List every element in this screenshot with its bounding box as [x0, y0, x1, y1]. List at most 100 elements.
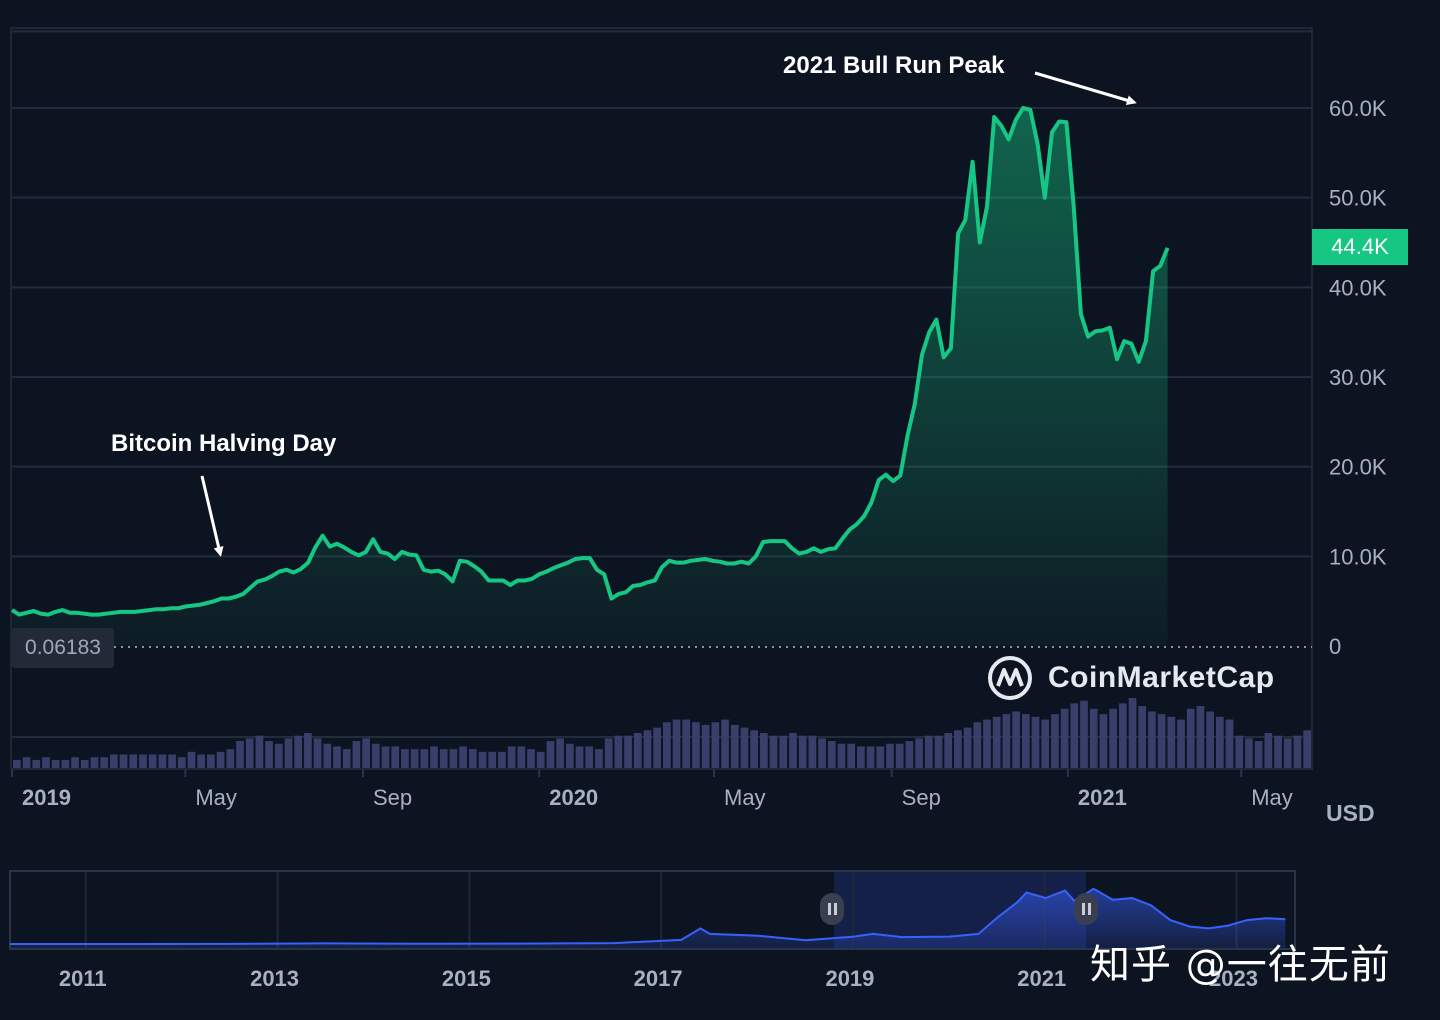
volume-bar	[362, 738, 370, 768]
volume-bar	[71, 757, 79, 768]
volume-bar	[13, 759, 21, 768]
navigator-tick-label: 2011	[59, 966, 107, 991]
coinmarketcap-icon	[988, 656, 1032, 700]
volume-bar	[1225, 719, 1234, 768]
navigator-tick-label: 2019	[825, 966, 874, 991]
volume-bar	[633, 733, 642, 768]
volume-bar	[459, 746, 467, 768]
peak-arrow	[1034, 71, 1137, 106]
x-tick-label: Sep	[902, 785, 941, 810]
currency-unit-label: USD	[1326, 800, 1375, 826]
volume-bar	[119, 754, 128, 768]
volume-bar	[963, 727, 972, 768]
volume-bar	[488, 751, 497, 768]
volume-bar	[721, 719, 729, 768]
volume-bar	[439, 749, 448, 768]
volume-bar	[779, 735, 788, 768]
navigator-right-handle[interactable]	[1074, 893, 1098, 925]
halving-annotation: Bitcoin Halving Day	[111, 430, 337, 457]
volume-bar	[110, 754, 118, 768]
volume-bar	[701, 724, 710, 768]
coinmarketcap-logo: CoinMarketCap	[986, 654, 1275, 702]
price-area-fill	[12, 108, 1168, 646]
volume-bar	[255, 735, 264, 768]
x-axis: 2019 May Sep 2020 May Sep 2021 May	[11, 769, 1293, 810]
y-tick-label: 30.0K	[1329, 365, 1387, 390]
volume-bar	[682, 719, 691, 768]
volume-bar	[837, 743, 846, 768]
volume-bar	[1021, 714, 1030, 768]
y-tick-label: 50.0K	[1329, 186, 1387, 211]
price-line	[10, 106, 1170, 617]
volume-bar	[284, 738, 293, 768]
volume-bar	[808, 735, 817, 768]
volume-bar	[983, 719, 991, 768]
x-tick-label: 2021	[1078, 785, 1127, 810]
volume-bar	[992, 716, 1001, 768]
volume-bar	[216, 751, 225, 768]
y-tick-label: 10.0K	[1329, 544, 1387, 569]
navigator-left-handle[interactable]	[820, 893, 844, 925]
volume-bar	[177, 757, 186, 768]
volume-bar	[342, 749, 351, 768]
volume-bar	[915, 738, 923, 768]
volume-bar	[100, 757, 109, 768]
volume-bar	[857, 746, 865, 768]
volume-bar	[1293, 735, 1302, 768]
volume-bar	[139, 754, 147, 768]
volume-bar	[1089, 708, 1098, 768]
y-tick-label: 20.0K	[1329, 455, 1387, 480]
volume-bar	[371, 743, 380, 768]
volume-bar	[934, 735, 943, 768]
volume-bar	[1196, 706, 1205, 768]
navigator-area-fill	[10, 888, 1286, 948]
volume-bar	[1215, 716, 1224, 768]
volume-bar	[575, 746, 584, 768]
volume-bar	[90, 757, 99, 768]
volume-bar	[1128, 698, 1137, 768]
volume-bar	[498, 751, 506, 768]
volume-bar	[944, 733, 953, 768]
volume-bar	[410, 749, 419, 768]
volume-bar	[556, 738, 564, 768]
halving-arrow	[200, 475, 224, 557]
volume-bar	[294, 735, 303, 768]
volume-bar	[197, 754, 206, 768]
volume-bar	[711, 722, 720, 768]
volume-bar	[304, 733, 312, 768]
volume-bar	[895, 743, 904, 768]
volume-bar	[536, 751, 545, 768]
volume-bar	[401, 749, 409, 768]
volume-bar	[1118, 703, 1127, 768]
volume-bar	[1283, 738, 1292, 768]
x-tick-label: May	[1251, 785, 1293, 810]
volume-bar	[1012, 711, 1020, 768]
volume-bar	[1070, 703, 1079, 768]
volume-bar	[468, 749, 477, 768]
volume-bar	[1002, 714, 1011, 768]
y-axis: 0 10.0K 20.0K 30.0K 40.0K 50.0K 60.0K	[1329, 96, 1387, 659]
volume-bar	[1177, 719, 1185, 768]
volume-bar	[1051, 714, 1059, 768]
volume-bar	[42, 757, 50, 768]
volume-bar	[51, 759, 60, 768]
logo-text: CoinMarketCap	[1048, 661, 1275, 694]
range-navigator[interactable]: 2011 2013 2015 2017 2019 2021 2023	[9, 870, 1296, 991]
volume-bar	[750, 730, 759, 768]
volume-bar	[847, 743, 856, 768]
x-tick-label: Sep	[373, 785, 412, 810]
volume-bar	[333, 746, 341, 768]
volume-bar	[61, 759, 70, 768]
volume-bar	[730, 724, 739, 768]
volume-bar	[1138, 706, 1147, 768]
plot-frame	[10, 27, 1313, 770]
navigator-x-axis: 2011 2013 2015 2017 2019 2021 2023	[59, 966, 1258, 991]
volume-bar	[1186, 708, 1195, 768]
volume-bar	[866, 746, 875, 768]
volume-bar	[818, 738, 826, 768]
x-tick-label: 2020	[549, 785, 598, 810]
volume-bar	[1167, 716, 1176, 768]
volume-bar	[692, 722, 700, 768]
volume-bar	[604, 738, 613, 768]
x-tick-label: May	[724, 785, 766, 810]
